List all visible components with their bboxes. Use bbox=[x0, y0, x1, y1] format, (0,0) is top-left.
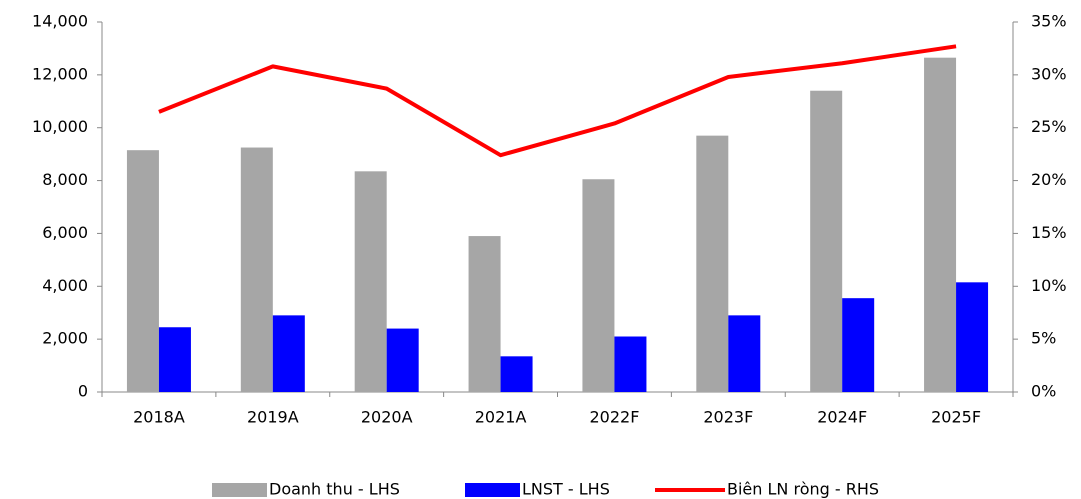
y2-tick-label: 20% bbox=[1031, 170, 1067, 189]
y-tick-label: 2,000 bbox=[42, 329, 88, 348]
line bbox=[158, 44, 957, 158]
y2-tick-label: 0% bbox=[1031, 382, 1056, 401]
y2-tick-label: 30% bbox=[1031, 64, 1067, 83]
y-tick-label: 14,000 bbox=[32, 12, 88, 31]
y-tick-label: 0 bbox=[78, 382, 88, 401]
bar bbox=[158, 327, 191, 392]
bar bbox=[956, 282, 989, 392]
bar bbox=[468, 236, 501, 392]
bar bbox=[924, 57, 957, 393]
legend-swatch bbox=[465, 483, 520, 497]
x-tick-label: 2021A bbox=[475, 408, 527, 427]
bar bbox=[354, 171, 387, 392]
bar bbox=[582, 179, 615, 392]
bar bbox=[272, 315, 305, 392]
x-tick-label: 2020A bbox=[361, 408, 413, 427]
y-tick-label: 8,000 bbox=[42, 170, 88, 189]
legend-label: Doanh thu - LHS bbox=[269, 480, 400, 499]
y-tick-label: 12,000 bbox=[32, 64, 88, 83]
legend-label: Biên LN ròng - RHS bbox=[727, 480, 879, 499]
bar bbox=[240, 147, 273, 392]
legend-label: LNST - LHS bbox=[522, 480, 610, 499]
y2-tick-label: 10% bbox=[1031, 276, 1067, 295]
bar bbox=[696, 135, 729, 392]
y2-tick-label: 15% bbox=[1031, 223, 1067, 242]
y2-tick-label: 35% bbox=[1031, 12, 1067, 31]
x-tick-label: 2024F bbox=[817, 408, 867, 427]
x-tick-label: 2023F bbox=[703, 408, 753, 427]
y-tick-label: 10,000 bbox=[32, 117, 88, 136]
y-tick-label: 6,000 bbox=[42, 223, 88, 242]
bar bbox=[810, 90, 843, 392]
x-tick-label: 2022F bbox=[589, 408, 639, 427]
bar bbox=[614, 336, 647, 392]
x-tick-label: 2018A bbox=[133, 408, 185, 427]
bar bbox=[842, 298, 875, 392]
bar bbox=[126, 150, 159, 392]
y-tick-label: 4,000 bbox=[42, 276, 88, 295]
bar bbox=[500, 356, 533, 392]
x-tick-label: 2025F bbox=[931, 408, 981, 427]
bar bbox=[728, 315, 761, 392]
y2-tick-label: 25% bbox=[1031, 117, 1067, 136]
legend-swatch bbox=[212, 483, 267, 497]
bar bbox=[386, 328, 419, 392]
x-tick-label: 2019A bbox=[247, 408, 299, 427]
y2-tick-label: 5% bbox=[1031, 329, 1056, 348]
